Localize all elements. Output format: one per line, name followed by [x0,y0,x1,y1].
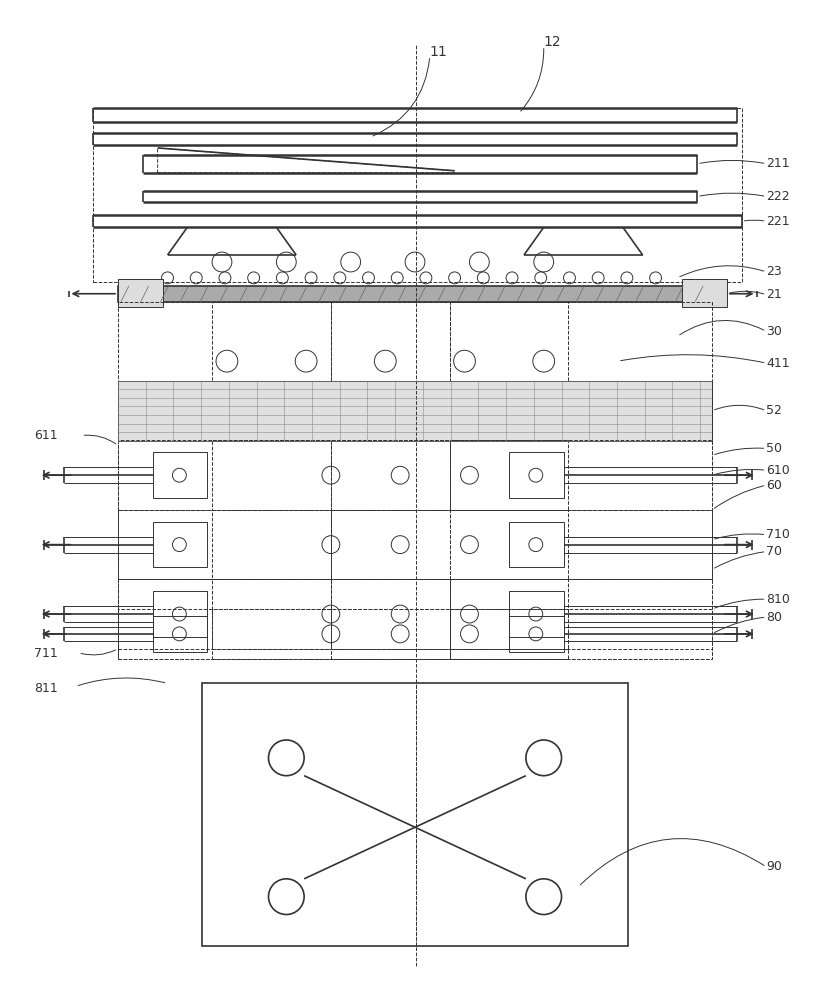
Bar [509,522,563,567]
Bar [118,286,727,302]
Text: 211: 211 [766,157,790,170]
Text: 811: 811 [34,682,57,695]
Text: 12: 12 [544,35,561,49]
Bar [450,302,568,381]
Text: 222: 222 [766,190,790,203]
Text: 90: 90 [766,860,782,873]
Bar [118,440,712,510]
Text: 411: 411 [766,357,790,370]
Bar [682,279,727,307]
Bar [118,279,162,307]
Bar [509,452,563,498]
Bar [509,591,563,637]
Bar [118,609,712,659]
Bar [450,440,568,510]
Bar [212,510,331,579]
Text: 23: 23 [766,265,782,278]
Bar [212,579,331,649]
Bar [331,609,450,659]
Text: 221: 221 [766,215,790,228]
Text: 30: 30 [766,325,782,338]
Bar [331,579,450,649]
Bar [118,381,712,440]
Bar [118,510,712,579]
Bar [331,302,450,381]
Bar [152,452,207,498]
Text: 610: 610 [766,464,791,477]
Bar [450,579,568,649]
Bar [118,302,712,381]
Text: 21: 21 [766,288,782,301]
Bar [509,616,563,652]
Text: 711: 711 [34,647,57,660]
Bar [93,108,741,282]
Bar [152,591,207,637]
Bar [152,522,207,567]
Text: 60: 60 [766,479,782,492]
Bar [331,510,450,579]
Bar [331,440,450,510]
Bar [202,683,628,946]
Bar [450,510,568,579]
Text: 11: 11 [430,45,447,59]
Text: 810: 810 [766,593,791,606]
Bar [118,381,712,440]
Text: 52: 52 [766,404,782,417]
Bar [152,616,207,652]
Text: 50: 50 [766,442,782,455]
Bar [118,579,712,649]
Text: 70: 70 [766,545,782,558]
Text: 80: 80 [766,611,782,624]
Bar [212,609,331,659]
Text: 710: 710 [766,528,791,541]
Bar [212,440,331,510]
Bar [212,302,331,381]
Bar [450,609,568,659]
Text: 611: 611 [34,429,57,442]
Bar [118,381,712,659]
